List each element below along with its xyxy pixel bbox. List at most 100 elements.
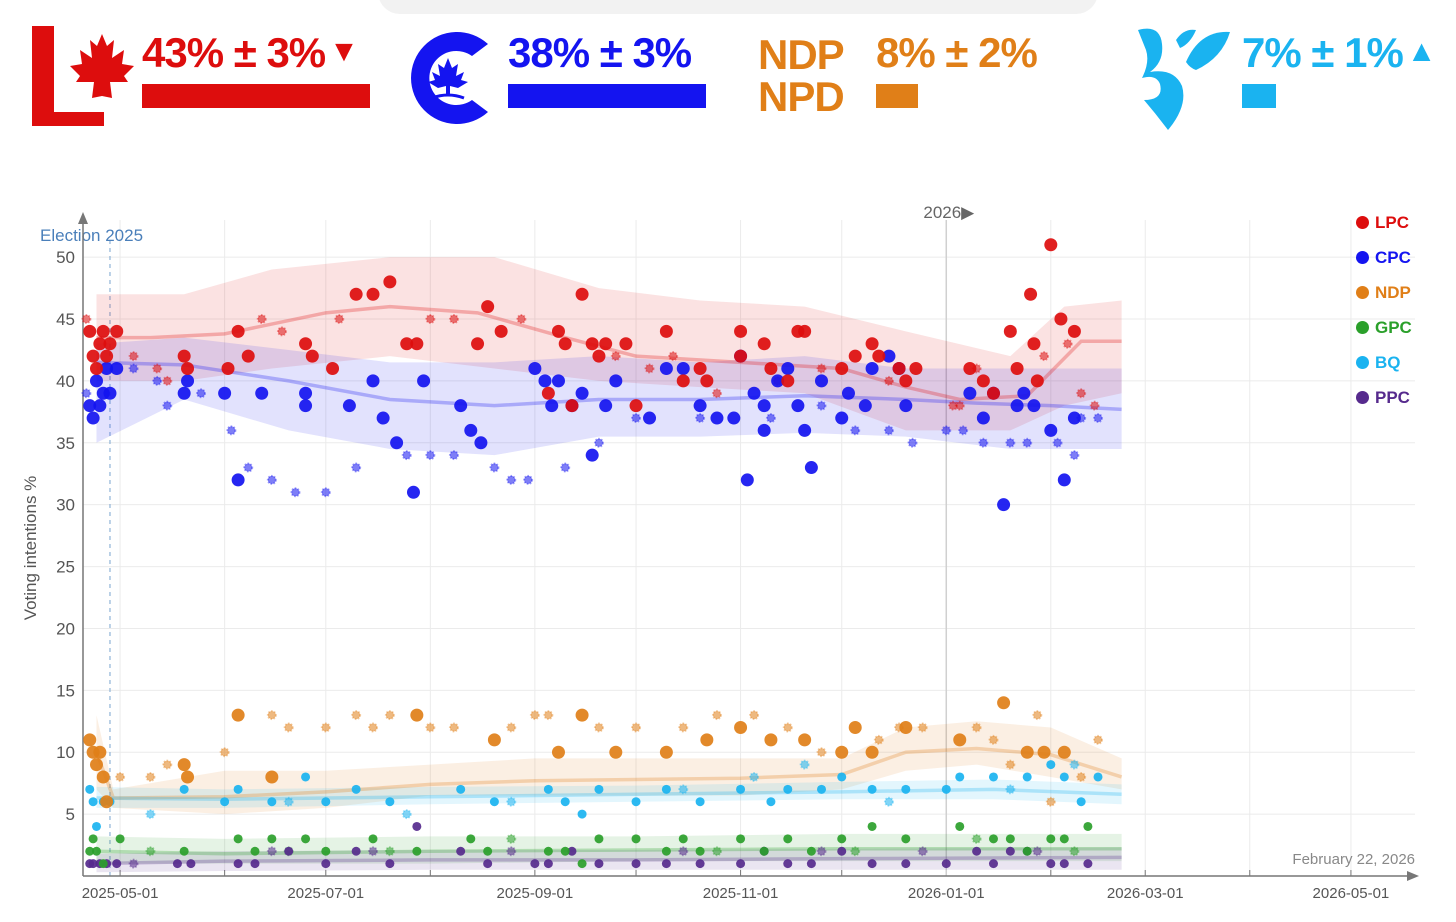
gpc-poll-point bbox=[736, 834, 746, 844]
cpc-uncertainty-band bbox=[96, 337, 1122, 456]
lpc-poll-point bbox=[986, 386, 1000, 400]
lpc-poll-point bbox=[700, 374, 714, 388]
cpc-poll-point bbox=[1017, 386, 1031, 400]
gpc-poll-point bbox=[901, 834, 911, 844]
legend-label: PPC bbox=[1375, 387, 1410, 407]
lpc-poll-point bbox=[181, 362, 195, 376]
gpc-poll-point bbox=[483, 846, 493, 856]
ndp-trend-line bbox=[94, 746, 1123, 800]
legend-item-lpc[interactable]: LPC bbox=[1356, 205, 1436, 240]
gpc-poll-point bbox=[267, 834, 277, 844]
cpc-poll-point bbox=[342, 399, 356, 413]
lpc-minor-poll-point bbox=[1039, 351, 1050, 362]
ndp-poll-point bbox=[865, 745, 879, 759]
cpc-poll-point bbox=[538, 374, 552, 388]
cpc-poll-point bbox=[659, 362, 673, 376]
chart-legend: LPC CPC NDP GPC BQ PPC bbox=[1356, 205, 1436, 415]
cpc-minor-poll-point bbox=[631, 413, 642, 424]
lpc-bar bbox=[142, 84, 370, 108]
cpc-poll-point bbox=[551, 374, 565, 388]
ndp-poll-point bbox=[551, 745, 565, 759]
cpc-poll-point bbox=[676, 362, 690, 376]
lpc-poll-point bbox=[676, 374, 690, 388]
lpc-minor-poll-point bbox=[128, 351, 139, 362]
ndp-minor-poll-point bbox=[320, 722, 331, 733]
bq-poll-point bbox=[1076, 797, 1086, 807]
gpc-poll-point bbox=[88, 834, 98, 844]
ndp-minor-poll-point bbox=[145, 771, 156, 782]
legend-item-gpc[interactable]: GPC bbox=[1356, 310, 1436, 345]
lpc-minor-poll-point bbox=[816, 363, 827, 374]
bq-minor-poll-point bbox=[401, 809, 412, 820]
legend-item-cpc[interactable]: CPC bbox=[1356, 240, 1436, 275]
cpc-poll-point bbox=[218, 386, 232, 400]
ndp-minor-poll-point bbox=[1093, 734, 1104, 745]
ndp-poll-point bbox=[835, 745, 849, 759]
ppc-poll-point bbox=[412, 821, 422, 831]
ppc-minor-poll-point bbox=[266, 846, 277, 857]
lpc-poll-point bbox=[383, 275, 397, 289]
lpc-summary: 43% ± 3% ▼ bbox=[24, 22, 384, 142]
y-tick-label: 10 bbox=[56, 743, 75, 762]
gpc-poll-point bbox=[1022, 846, 1032, 856]
ndp-minor-poll-point bbox=[1076, 771, 1087, 782]
ndp-minor-poll-point bbox=[448, 722, 459, 733]
lpc-poll-point bbox=[1003, 324, 1017, 338]
cpc-minor-poll-point bbox=[162, 400, 173, 411]
legend-item-ndp[interactable]: NDP bbox=[1356, 275, 1436, 310]
gpc-poll-point bbox=[560, 846, 570, 856]
y-tick-label: 45 bbox=[56, 310, 75, 329]
lpc-poll-point bbox=[471, 337, 485, 351]
ndp-logo-line2: NPD bbox=[758, 73, 845, 120]
legend-item-bq[interactable]: BQ bbox=[1356, 345, 1436, 380]
ppc-minor-poll-point bbox=[1032, 846, 1043, 857]
y-tick-label: 50 bbox=[56, 248, 75, 267]
gpc-poll-point bbox=[867, 821, 877, 831]
ppc-poll-point bbox=[186, 859, 196, 869]
ndp-minor-poll-point bbox=[631, 722, 642, 733]
lpc-poll-point bbox=[481, 300, 495, 314]
cpc-poll-point bbox=[299, 399, 313, 413]
ndp-minor-poll-point bbox=[425, 722, 436, 733]
ndp-poll-point bbox=[1037, 745, 1051, 759]
cpc-minor-poll-point bbox=[593, 437, 604, 448]
cpc-trend-line bbox=[96, 360, 1122, 412]
cpc-minor-poll-point bbox=[1093, 413, 1104, 424]
ppc-poll-point bbox=[250, 859, 260, 869]
cpc-poll-point bbox=[643, 411, 657, 425]
bq-minor-poll-point bbox=[799, 759, 810, 770]
cpc-poll-point bbox=[1027, 399, 1041, 413]
bq-minor-poll-point bbox=[283, 796, 294, 807]
gpc-poll-point bbox=[783, 834, 793, 844]
lpc-minor-poll-point bbox=[644, 363, 655, 374]
ndp-minor-poll-point bbox=[162, 759, 173, 770]
cpc-poll-point bbox=[406, 485, 420, 499]
lpc-trend-line bbox=[96, 304, 1122, 402]
cpc-poll-point bbox=[757, 399, 771, 413]
legend-item-ppc[interactable]: PPC bbox=[1356, 380, 1436, 415]
x-tick-label: 2026-01-01 bbox=[908, 885, 985, 902]
ndp-poll-point bbox=[798, 733, 812, 747]
gpc-poll-point bbox=[678, 834, 688, 844]
lpc-poll-point bbox=[757, 337, 771, 351]
lpc-minor-poll-point bbox=[516, 314, 527, 325]
lpc-poll-point bbox=[410, 337, 424, 351]
cpc-poll-point bbox=[740, 473, 754, 487]
ndp-minor-poll-point bbox=[115, 771, 126, 782]
cpc-poll-point bbox=[1057, 473, 1071, 487]
ndp-poll-point bbox=[93, 745, 107, 759]
x-axis-arrow-icon bbox=[1407, 871, 1419, 881]
ndp-poll-point bbox=[997, 696, 1011, 710]
legend-label: GPC bbox=[1375, 317, 1412, 337]
ppc-poll-point bbox=[837, 846, 847, 856]
x-tick-label: 2025-11-01 bbox=[703, 885, 779, 902]
cpc-poll-point bbox=[757, 423, 771, 437]
bq-poll-point bbox=[543, 784, 553, 794]
lpc-poll-point bbox=[551, 324, 565, 338]
ndp-minor-poll-point bbox=[219, 747, 230, 758]
bq-logo-icon bbox=[1138, 28, 1230, 130]
gpc-poll-point bbox=[1005, 834, 1015, 844]
bq-poll-point bbox=[837, 772, 847, 782]
ndp-poll-point bbox=[231, 708, 245, 722]
cpc-poll-point bbox=[1067, 411, 1081, 425]
